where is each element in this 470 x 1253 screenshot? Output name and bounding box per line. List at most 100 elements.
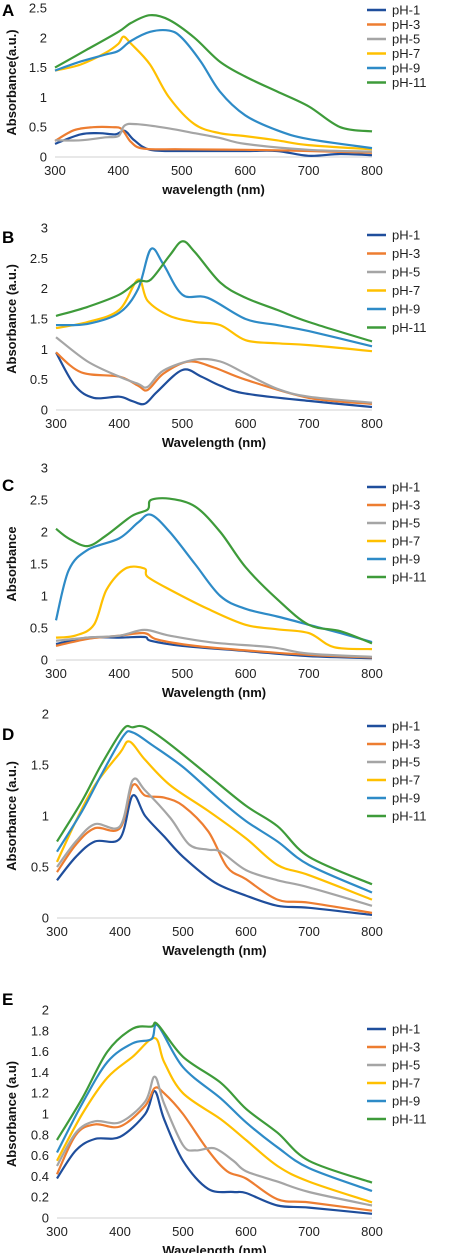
x-tick-label: 500 [171,163,193,178]
panel-letter: E [2,990,13,1009]
y-axis-title: Absorbance (a.u) [4,1061,19,1167]
legend-label: pH-1 [392,3,420,18]
y-tick-label: 3 [41,221,48,236]
legend-label: pH-5 [392,1058,420,1073]
panel-letter: D [2,725,14,744]
legend-label: pH-3 [392,498,420,513]
y-tick-label: 0.4 [31,1169,49,1184]
series-line-ph-9 [56,1023,373,1193]
x-tick-label: 600 [235,666,257,681]
legend-label: pH-11 [392,320,426,335]
series-line-ph-5 [54,122,373,153]
panel-b: B 0 0.5 1 1.5 2 2.5 3 300 400 500 600 700 800 Waveleng… [2,221,426,451]
y-tick-label: 1.6 [31,1044,49,1059]
y-axis-title: Absorbance (a.u.) [4,761,19,871]
legend-label: pH-5 [392,755,420,770]
y-tick-label: 0.6 [31,1148,49,1163]
x-tick-label: 700 [298,163,320,178]
y-tick-label: 1.4 [31,1065,49,1080]
series-line-ph-1 [56,794,373,916]
series-line-ph-3 [56,783,373,914]
y-tick-label: 0 [41,403,48,418]
x-tick-label: 300 [45,666,67,681]
series-line-ph-5 [56,777,373,907]
x-tick-label: 600 [235,924,257,939]
y-tick-label: 0 [41,653,48,668]
x-tick-label: 800 [361,666,383,681]
series-line-ph-11 [56,724,373,886]
y-tick-label: 1.5 [29,60,47,75]
legend-label: pH-7 [392,1076,420,1091]
series-line-ph-3 [54,125,373,154]
legend-label: pH-9 [392,61,420,76]
legend-label: pH-3 [392,17,420,32]
series-line-ph-7 [55,740,373,901]
x-tick-label: 600 [235,1224,257,1239]
series-line-ph-7 [55,278,373,353]
x-tick-label: 700 [298,1224,320,1239]
legend-label: pH-3 [392,737,420,752]
y-tick-label: 0.8 [31,1127,49,1142]
x-tick-label: 600 [234,163,256,178]
series-line-ph-11 [54,14,373,133]
series-line-ph-1 [56,1090,373,1215]
y-tick-label: 2 [40,30,47,45]
panel-letter: B [2,228,14,247]
y-tick-label: 3 [41,461,48,476]
y-tick-label: 0.5 [29,120,47,135]
legend-label: pH-5 [392,265,420,280]
x-tick-label: 300 [45,416,67,431]
x-tick-label: 700 [298,666,320,681]
x-axis-title: Wavelength (nm) [162,685,266,700]
legend-label: pH-9 [392,1094,420,1109]
x-tick-label: 800 [361,416,383,431]
x-tick-label: 500 [172,1224,194,1239]
y-tick-label: 1 [42,1107,49,1122]
y-tick-label: 1.5 [30,557,48,572]
series-line-ph-5 [55,336,373,404]
x-tick-label: 600 [235,416,257,431]
series-line-ph-1 [55,351,373,409]
series-line-ph-11 [55,497,373,645]
y-axis-title: Absorbance(a.u.) [4,29,19,135]
legend-label: pH-1 [392,228,420,243]
panel-letter: A [2,1,14,20]
series-line-ph-5 [56,1075,373,1207]
y-tick-label: 2 [41,281,48,296]
x-tick-label: 800 [361,924,383,939]
series-line-ph-9 [54,513,373,644]
legend-label: pH-1 [392,719,420,734]
y-axis-title: Absorbance [4,526,19,601]
y-tick-label: 0 [42,1211,49,1226]
y-tick-label: 2.5 [30,251,48,266]
legend-label: pH-11 [392,570,426,585]
legend-label: pH-5 [392,32,420,47]
y-tick-label: 2 [41,525,48,540]
series-line-ph-7 [54,35,373,151]
legend-label: pH-5 [392,516,420,531]
y-tick-label: 2.5 [29,1,47,16]
series-line-ph-7 [55,565,373,651]
y-tick-label: 0.5 [30,372,48,387]
x-tick-label: 400 [109,924,131,939]
x-axis-title: Wavelength (nm) [162,435,266,450]
legend-label: pH-3 [392,1040,420,1055]
legend-label: pH-1 [392,1022,420,1037]
y-tick-label: 0 [40,150,47,165]
legend-label: pH-7 [392,773,420,788]
panel-e: E 0 0.2 0.4 0.6 0.8 1 1.2 1.4 1.6 1.8 2 300 400 500 600… [2,990,426,1253]
legend-label: pH-11 [392,75,426,90]
y-tick-label: 2.5 [30,493,48,508]
legend-label: pH-7 [392,534,420,549]
y-tick-label: 1.2 [31,1086,49,1101]
legend-label: pH-11 [392,1112,426,1127]
legend-label: pH-1 [392,480,420,495]
x-tick-label: 500 [172,416,194,431]
x-tick-label: 500 [172,924,194,939]
y-tick-label: 1 [40,90,47,105]
x-tick-label: 400 [108,416,130,431]
y-tick-label: 1.8 [31,1023,49,1038]
x-tick-label: 800 [361,163,383,178]
